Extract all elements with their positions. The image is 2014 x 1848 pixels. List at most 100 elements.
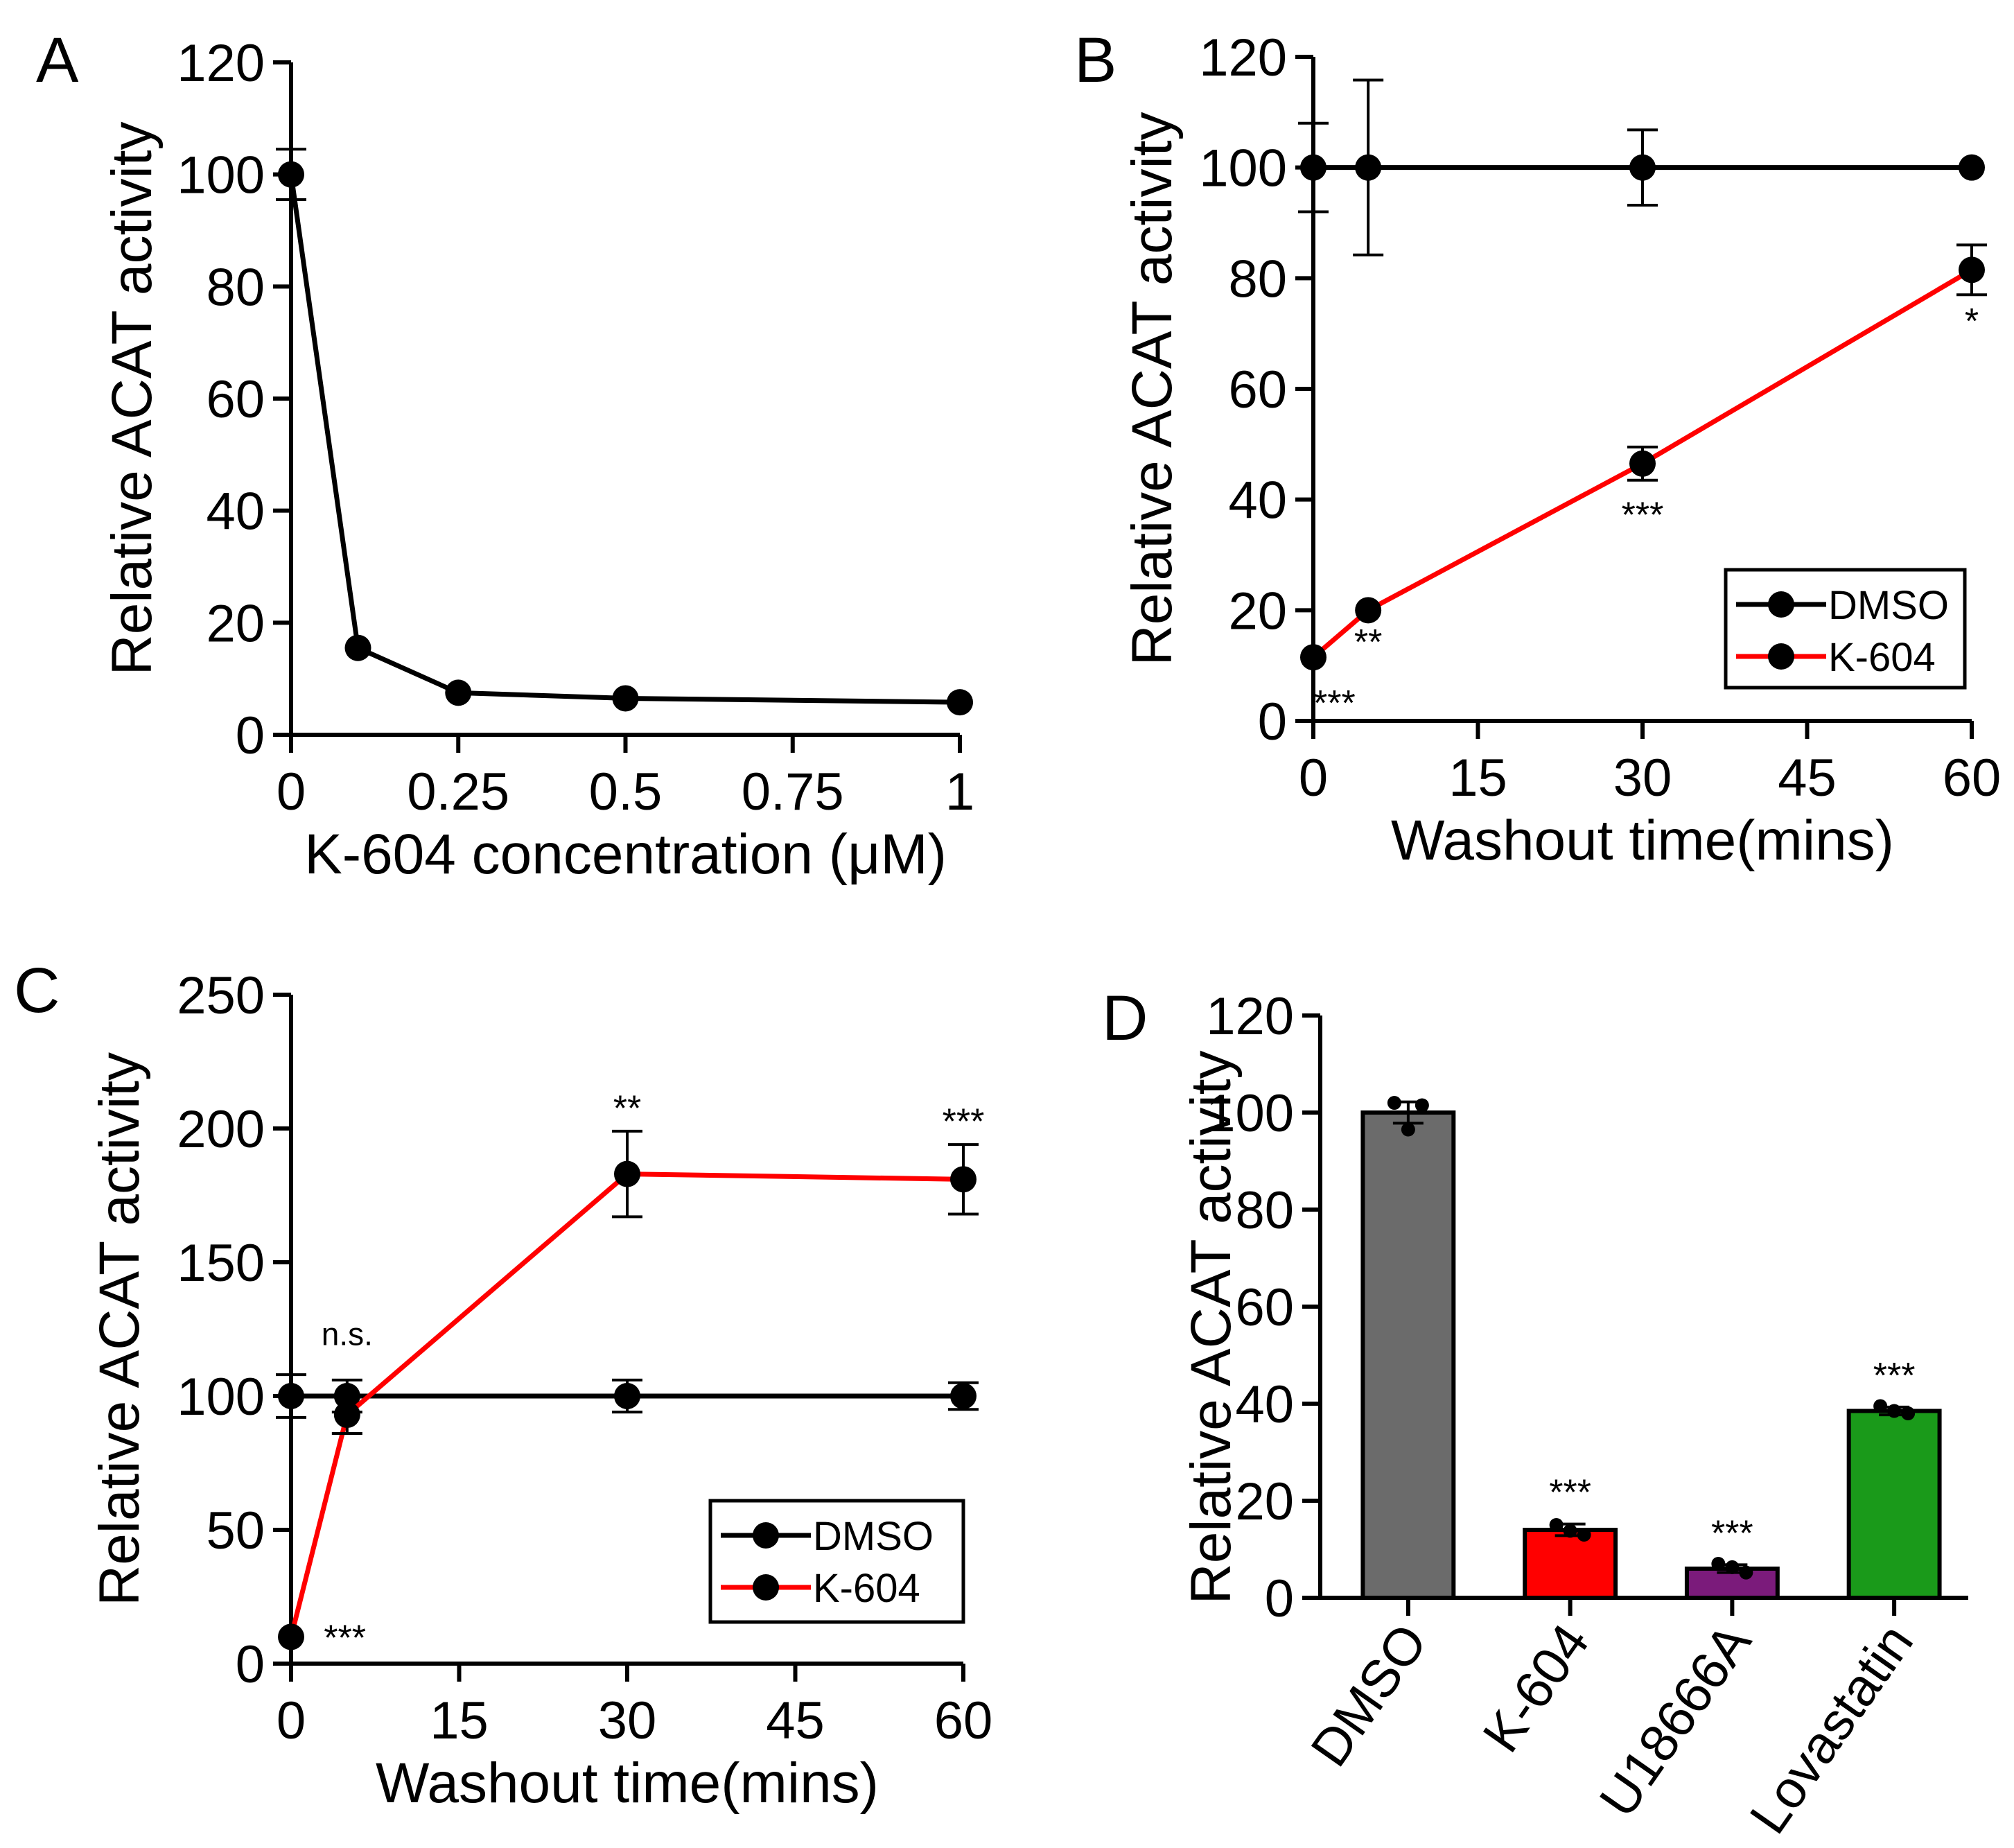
data-point xyxy=(1355,154,1382,181)
data-point xyxy=(1549,1518,1564,1532)
x-tick-label: 0 xyxy=(277,1691,306,1750)
data-point xyxy=(344,634,371,661)
bar-group-k-604: K-604 *** xyxy=(1472,1473,1618,1763)
data-point xyxy=(1401,1122,1415,1137)
y-tick-label: 20 xyxy=(1235,1472,1294,1531)
data-point xyxy=(278,1623,304,1650)
panel-letter: D xyxy=(1102,983,1148,1054)
x-tick-label: 30 xyxy=(1613,749,1672,808)
x-tick-label: 0.75 xyxy=(742,762,844,821)
x-tick-label: 0 xyxy=(1299,749,1328,808)
y-tick-label: 100 xyxy=(177,1368,265,1427)
y-tick-label: 60 xyxy=(206,370,265,429)
x-tick-label: 15 xyxy=(430,1691,489,1750)
data-point xyxy=(1901,1406,1916,1420)
significance-label: *** xyxy=(1549,1473,1591,1513)
significance-label: ** xyxy=(1354,622,1382,663)
x-tick-label: 15 xyxy=(1448,749,1507,808)
x-tick-label: U18666A xyxy=(1588,1614,1763,1828)
y-tick-label: 80 xyxy=(1235,1181,1294,1240)
data-point xyxy=(1887,1404,1902,1418)
y-axis-title: Relative ACAT activity xyxy=(88,1052,151,1606)
panel-letter: B xyxy=(1074,25,1117,96)
data-point xyxy=(947,689,973,716)
series-k-604 xyxy=(278,1129,979,1650)
y-tick-label: 0 xyxy=(236,706,265,765)
data-point xyxy=(1563,1524,1577,1538)
y-tick-label: 120 xyxy=(1206,987,1294,1046)
legend-box xyxy=(708,1499,965,1624)
x-tick-label: 0.25 xyxy=(407,762,509,821)
y-tick-label: 50 xyxy=(206,1501,265,1560)
x-tick-label: K-604 xyxy=(1472,1614,1601,1763)
x-tick-label: 0.5 xyxy=(589,762,663,821)
y-tick-label: 20 xyxy=(1228,582,1287,640)
x-axis-title: K-604 concentration (μM) xyxy=(304,823,947,886)
y-tick-label: 0 xyxy=(236,1635,265,1694)
series-line xyxy=(288,1171,964,1638)
data-point xyxy=(445,679,472,706)
y-tick-label: 250 xyxy=(177,966,265,1025)
legend-label: K-604 xyxy=(1828,635,1936,680)
legend-swatch-marker xyxy=(753,1574,779,1601)
bar xyxy=(1360,1110,1456,1600)
panel-b: B 0 20 40 60 80 100 120 Relative ACAT activity 0 1… xyxy=(1074,25,2001,872)
data-point xyxy=(1577,1528,1591,1542)
series-k-604 xyxy=(1300,243,1987,671)
x-tick-label: 60 xyxy=(934,1691,993,1750)
significance-label: *** xyxy=(1711,1513,1753,1553)
y-tick-label: 60 xyxy=(1235,1278,1294,1337)
x-tick-label: 45 xyxy=(1778,749,1837,808)
y-tick-label: 20 xyxy=(206,594,265,653)
legend-label: K-604 xyxy=(813,1566,920,1611)
bar-group-lovastatin: Lovastatin *** xyxy=(1739,1356,1942,1845)
x-axis-title: Washout time(mins) xyxy=(1391,809,1894,872)
significance-label: *** xyxy=(324,1619,366,1659)
y-tick-label: 120 xyxy=(1199,28,1287,87)
data-point xyxy=(1629,154,1656,181)
x-tick-label: 1 xyxy=(945,762,974,821)
series-line xyxy=(1311,268,1973,659)
panel-letter: A xyxy=(36,25,79,96)
y-tick-label: 80 xyxy=(1228,250,1287,308)
significance-label: *** xyxy=(1622,496,1664,536)
bar-group-dmso: DMSO xyxy=(1299,1096,1456,1777)
y-axis-title: Relative ACAT activity xyxy=(100,121,164,675)
data-point xyxy=(278,161,304,188)
legend-swatch-marker xyxy=(1768,591,1794,618)
data-point xyxy=(950,1166,977,1193)
bar xyxy=(1846,1409,1942,1600)
x-tick-label: 45 xyxy=(766,1691,825,1750)
legend-swatch-marker xyxy=(1768,643,1794,670)
data-point xyxy=(614,1383,640,1409)
data-point xyxy=(278,1383,304,1409)
legend-swatch-marker xyxy=(753,1522,779,1549)
x-tick-label: 0 xyxy=(277,762,306,821)
y-tick-label: 200 xyxy=(177,1100,265,1159)
data-point xyxy=(1873,1399,1888,1413)
data-point xyxy=(1959,154,1985,181)
data-point xyxy=(1711,1557,1726,1571)
series-dmso xyxy=(1298,78,1985,256)
panel-c: C 0 50 100 150 200 250 Relative ACAT activity 0 1… xyxy=(14,955,992,1815)
x-tick-label: DMSO xyxy=(1299,1614,1438,1777)
data-point xyxy=(1300,154,1326,181)
data-point xyxy=(1629,450,1656,477)
y-tick-label: 100 xyxy=(1199,139,1287,198)
x-tick-label: Lovastatin xyxy=(1739,1614,1925,1845)
data-point xyxy=(1739,1565,1753,1580)
data-point xyxy=(614,1160,640,1187)
y-tick-label: 40 xyxy=(1228,471,1287,530)
legend: DMSO K-604 xyxy=(708,1499,965,1624)
y-tick-label: 40 xyxy=(1235,1375,1294,1434)
legend-box xyxy=(1724,568,1967,690)
data-point xyxy=(1415,1098,1429,1113)
y-tick-label: 40 xyxy=(206,482,265,541)
y-axis-title: Relative ACAT activity xyxy=(1180,1050,1243,1604)
panel-letter: C xyxy=(14,955,60,1026)
legend-label: DMSO xyxy=(813,1514,934,1559)
data-point xyxy=(1300,644,1326,671)
y-tick-label: 0 xyxy=(1265,1569,1294,1628)
